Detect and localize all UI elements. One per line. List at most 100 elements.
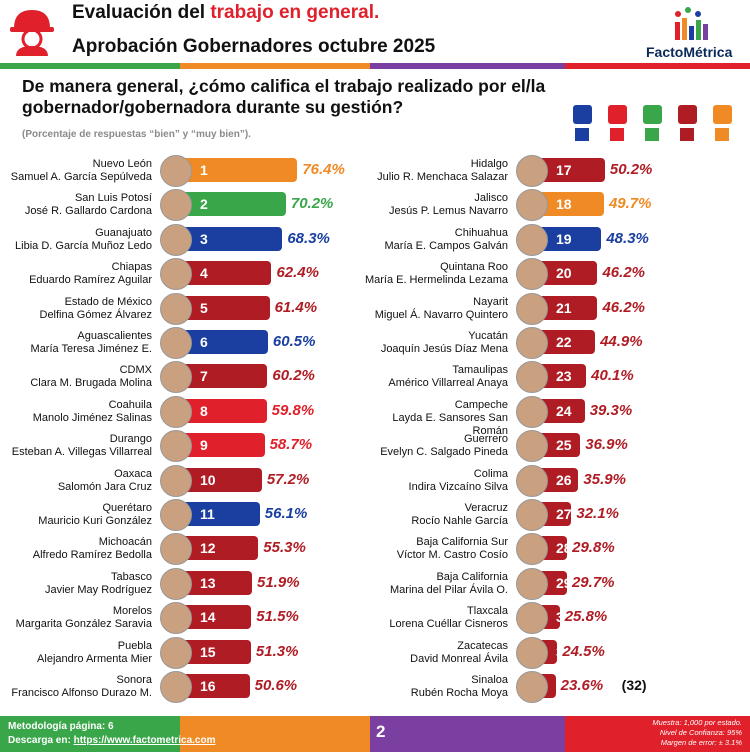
color-strip-green (0, 63, 180, 69)
party-logo-pri-icon (608, 105, 627, 124)
rank-label: 9 (200, 437, 208, 454)
value-label: 51.5% (256, 608, 299, 626)
state-label: Tamaulipas (452, 364, 508, 377)
governor-name-label: San Luis Potosí José R. Gallardo Cardona (2, 192, 152, 218)
rank-label: 1 (200, 162, 208, 178)
party-color-verde (645, 128, 659, 141)
governor-label: Javier May Rodríguez (45, 583, 152, 596)
confidence-level: Nivel de Confianza: 95% (659, 728, 742, 737)
governor-photo (160, 430, 192, 463)
value-label: 40.1% (591, 367, 634, 385)
value-label: 29.8% (572, 539, 615, 557)
governor-label: Joaquín Jesús Díaz Mena (380, 343, 508, 355)
rank-label: 10 (200, 471, 216, 488)
survey-stats: Muestra: 1,000 por estado. Nivel de Conf… (652, 718, 742, 748)
governor-label: Mauricio Kuri González (38, 515, 152, 527)
value-label: 57.2% (266, 470, 310, 488)
governor-label: Rocío Nahle García (411, 515, 508, 527)
rank-label: 22 (556, 334, 572, 350)
hardhat-worker-icon (10, 10, 54, 56)
governor-photo (160, 602, 192, 635)
value-label: 46.2% (602, 298, 646, 316)
state-label: Morelos (112, 605, 152, 618)
governor-name-label: Puebla Alejandro Armenta Mier (2, 640, 152, 666)
download-link[interactable]: https://www.factometrica.com (73, 735, 216, 746)
governor-label: Layda E. Sansores San Román (392, 411, 508, 437)
rank-label: 17 (556, 162, 572, 178)
governor-name-label: Jalisco Jesús P. Lemus Navarro (358, 192, 508, 218)
governor-photo (516, 602, 548, 635)
governor-photo (160, 258, 192, 291)
header-title-prefix: Evaluación del (72, 2, 211, 23)
header-subtitle: Aprobación Gobernadores octubre 2025 (72, 36, 436, 57)
value-label: 68.3% (287, 229, 330, 247)
rank-label: 7 (200, 368, 208, 385)
governor-label: Miguel Á. Navarro Quintero (374, 308, 508, 321)
governor-photo (516, 223, 548, 256)
governor-label: Libia D. García Muñoz Ledo (15, 239, 152, 252)
response-note: (Porcentaje de respuestas “bien” y “muy … (22, 129, 251, 140)
party-logo-morena-icon (678, 105, 697, 124)
rank-label: 26 (556, 471, 572, 488)
governor-label: Indira Vizcaíno Silva (408, 480, 508, 493)
governor-name-label: Morelos Margarita González Saravia (2, 605, 152, 631)
governor-label: Jesús P. Lemus Navarro (388, 205, 508, 218)
governor-photo (160, 567, 192, 600)
governor-name-label: Michoacán Alfredo Ramírez Bedolla (2, 536, 152, 562)
state-label: Guerrero (463, 433, 508, 446)
governor-label: Samuel A. García Sepúlveda (10, 171, 152, 183)
value-label: 56.1% (264, 505, 308, 522)
state-label: Baja California Sur (416, 536, 508, 549)
value-label: 61.4% (274, 298, 318, 316)
governor-photo (516, 499, 548, 531)
approval-bar (176, 226, 283, 251)
governor-label: Lorena Cuéllar Cisneros (389, 618, 508, 631)
governor-name-label: Baja California Marina del Pilar Ávila O. (358, 571, 508, 597)
party-logo-verde-icon (643, 105, 662, 124)
party-color-morena (680, 128, 694, 141)
state-label: San Luis Potosí (74, 192, 152, 205)
rank-label: 31 (556, 643, 572, 660)
governor-name-label: Chihuahua María E. Campos Galván (358, 226, 509, 253)
value-label: 23.6% (560, 677, 604, 694)
value-label: 51.3% (255, 642, 299, 660)
governor-name-label: CDMX Clara M. Brugada Molina (2, 364, 152, 390)
governor-photo (160, 464, 192, 497)
governor-name-label: Hidalgo Julio R. Menchaca Salazar (358, 158, 508, 184)
state-label: Chihuahua (454, 226, 508, 239)
governor-label: Francisco Alfonso Durazo M. (11, 687, 152, 699)
party-color-pri (610, 128, 624, 141)
governor-name-label: Sinaloa Rubén Rocha Moya (358, 674, 508, 700)
governor-photo (516, 292, 548, 325)
footer-strip-purple (370, 716, 565, 752)
value-label: 70.2% (290, 195, 334, 213)
governor-photo (160, 327, 192, 359)
governor-photo (160, 671, 192, 703)
header-title: Evaluación del trabajo en general. (72, 2, 379, 24)
governor-photo (160, 155, 192, 187)
value-label: 58.7% (269, 436, 313, 454)
rank-label: 5 (200, 299, 208, 316)
governor-name-label: Durango Esteban A. Villegas Villarreal (2, 433, 152, 459)
state-label: Aguascalientes (77, 330, 152, 342)
governor-label: Eduardo Ramírez Aguilar (29, 274, 152, 287)
governor-photo (160, 223, 192, 256)
governor-name-label: Tabasco Javier May Rodríguez (2, 571, 152, 597)
party-color-mc (715, 128, 729, 141)
state-label: Jalisco (474, 192, 508, 205)
governor-photo (516, 189, 548, 222)
survey-question: De manera general, ¿cómo califica el tra… (22, 76, 546, 117)
state-label: Colima (473, 467, 508, 480)
governor-label: Alfredo Ramírez Bedolla (32, 549, 152, 562)
value-label: 24.5% (562, 642, 605, 660)
value-label: 60.2% (272, 367, 315, 385)
value-label: 50.6% (254, 677, 298, 694)
governor-label: Alejandro Armenta Mier (37, 652, 152, 665)
state-label: Quintana Roo (440, 261, 508, 274)
governor-name-label: Colima Indira Vizcaíno Silva (358, 468, 508, 494)
state-label: Tlaxcala (467, 605, 508, 618)
rank-label: 18 (556, 196, 572, 213)
governor-name-label: Veracruz Rocío Nahle García (358, 502, 508, 528)
rank-label: 6 (200, 334, 208, 350)
governor-photo (516, 327, 548, 359)
